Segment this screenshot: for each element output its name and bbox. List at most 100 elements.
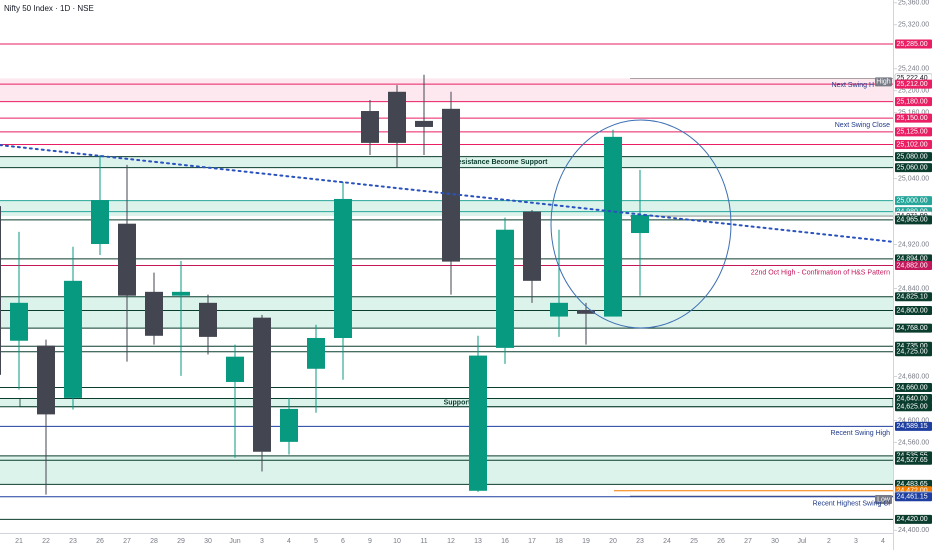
y-tick-label: 24,840.00 [898, 285, 929, 292]
x-tick-label: 5 [314, 538, 318, 545]
candle-body [64, 280, 82, 398]
level-label: 25,060.00 [897, 164, 928, 171]
candle-body [253, 317, 271, 452]
level-label: 24,800.00 [897, 307, 928, 314]
level-tag [895, 163, 932, 173]
candle-body [280, 408, 298, 442]
y-tick-label: 25,240.00 [898, 66, 929, 73]
level-label: 25,285.00 [897, 41, 928, 48]
candle-body [307, 337, 325, 369]
level-label: 25,212.00 [897, 81, 928, 88]
zone-note: Resistance Become Support [453, 159, 549, 166]
level-label: 24,640.00 [897, 395, 928, 402]
tag: Low [877, 496, 891, 503]
level-tag [895, 140, 932, 150]
x-tick-label: 18 [555, 538, 563, 545]
x-tick-label: Jul [798, 538, 807, 545]
level-label: 24,735.00 [897, 343, 928, 350]
zone-note: Support [444, 399, 471, 406]
candle-body [226, 356, 244, 382]
candle-body [442, 108, 460, 262]
candle-body [334, 198, 352, 338]
x-tick-label: 22 [42, 538, 50, 545]
x-tick-label: 3 [854, 538, 858, 545]
x-tick-label: 27 [744, 538, 752, 545]
candle-body [118, 223, 136, 296]
y-tick-label: 24,920.00 [898, 241, 929, 248]
tag-bg [875, 495, 892, 505]
x-tick-label: 12 [447, 538, 455, 545]
x-tick-label: 6 [341, 538, 345, 545]
level-label: 24,825.10 [897, 294, 928, 301]
x-tick-label: 2 [827, 538, 831, 545]
annotations: Next Swing H High Next Swing Close 22nd Oct… [0, 77, 894, 508]
y-tick-label: 24,560.00 [898, 439, 929, 446]
y-tick-label: 24,680.00 [898, 373, 929, 380]
y-tick-label: 25,360.00 [898, 0, 929, 7]
level-label: 25,080.00 [897, 153, 928, 160]
x-tick-label: 26 [717, 538, 725, 545]
level-tag [895, 196, 932, 206]
level-label: 24,882.00 [897, 262, 928, 269]
level-tag [895, 113, 932, 123]
tag-bg [875, 77, 892, 87]
level-tag [895, 421, 932, 431]
level-label: 25,150.00 [897, 115, 928, 122]
level-tag [895, 402, 932, 412]
level-note: Recent Swing High [830, 430, 890, 437]
level-tag [895, 215, 932, 225]
level-tag [895, 292, 932, 302]
level-label: 24,625.00 [897, 404, 928, 411]
y-tick-label: 24,400.00 [898, 527, 929, 534]
x-tick-label: 21 [15, 538, 23, 545]
candle-body [577, 309, 595, 314]
level-tag [895, 514, 932, 524]
x-tick-label: 23 [636, 538, 644, 545]
level-label: 25,125.00 [897, 129, 928, 136]
level-label: 24,483.65 [897, 481, 928, 488]
chart-title: Nifty 50 Index · 1D · NSE [4, 4, 94, 13]
level-note: Next Swing Close [835, 122, 890, 129]
candle-body [361, 111, 379, 143]
level-label: 24,461.15 [897, 494, 928, 501]
level-label: 24,965.00 [897, 217, 928, 224]
y-tick-label: 25,040.00 [898, 175, 929, 182]
level-tag [895, 127, 932, 137]
candle-body [10, 302, 28, 341]
level-tag [895, 152, 932, 162]
candles [0, 74, 649, 495]
highlight-ellipse [550, 119, 732, 329]
level-label: 24,527.65 [897, 457, 928, 464]
level-tag [895, 393, 932, 403]
level-label: 24,768.00 [897, 325, 928, 332]
candle-body [550, 302, 568, 317]
candle-body [0, 206, 1, 375]
candle-body [172, 291, 190, 296]
candle-body [496, 229, 514, 348]
tag: High [876, 79, 891, 86]
level-label: 25,180.00 [897, 99, 928, 106]
trendline [0, 144, 894, 243]
level-label: 24,420.00 [897, 516, 928, 523]
level-label: 25,222.40 [897, 75, 928, 82]
x-tick-label: Jun [229, 538, 240, 545]
candle-body [631, 214, 649, 234]
x-tick-label: 27 [123, 538, 131, 545]
x-tick-label: 26 [96, 538, 104, 545]
level-tag [895, 79, 932, 89]
level-label: 24,894.00 [897, 256, 928, 263]
x-tick-label: 19 [582, 538, 590, 545]
level-tag [895, 382, 932, 392]
title-bg [0, 3, 80, 15]
x-tick-label: 16 [501, 538, 509, 545]
zone [0, 296, 893, 329]
level-tag [895, 455, 932, 465]
level-tag [895, 347, 932, 357]
level-label: 24,725.00 [897, 349, 928, 356]
x-tick-label: 25 [690, 538, 698, 545]
level-tag [895, 306, 932, 316]
level-label: 24,589.15 [897, 423, 928, 430]
candle-body [604, 136, 622, 317]
level-tag [895, 323, 932, 333]
x-tick-label: 4 [881, 538, 885, 545]
